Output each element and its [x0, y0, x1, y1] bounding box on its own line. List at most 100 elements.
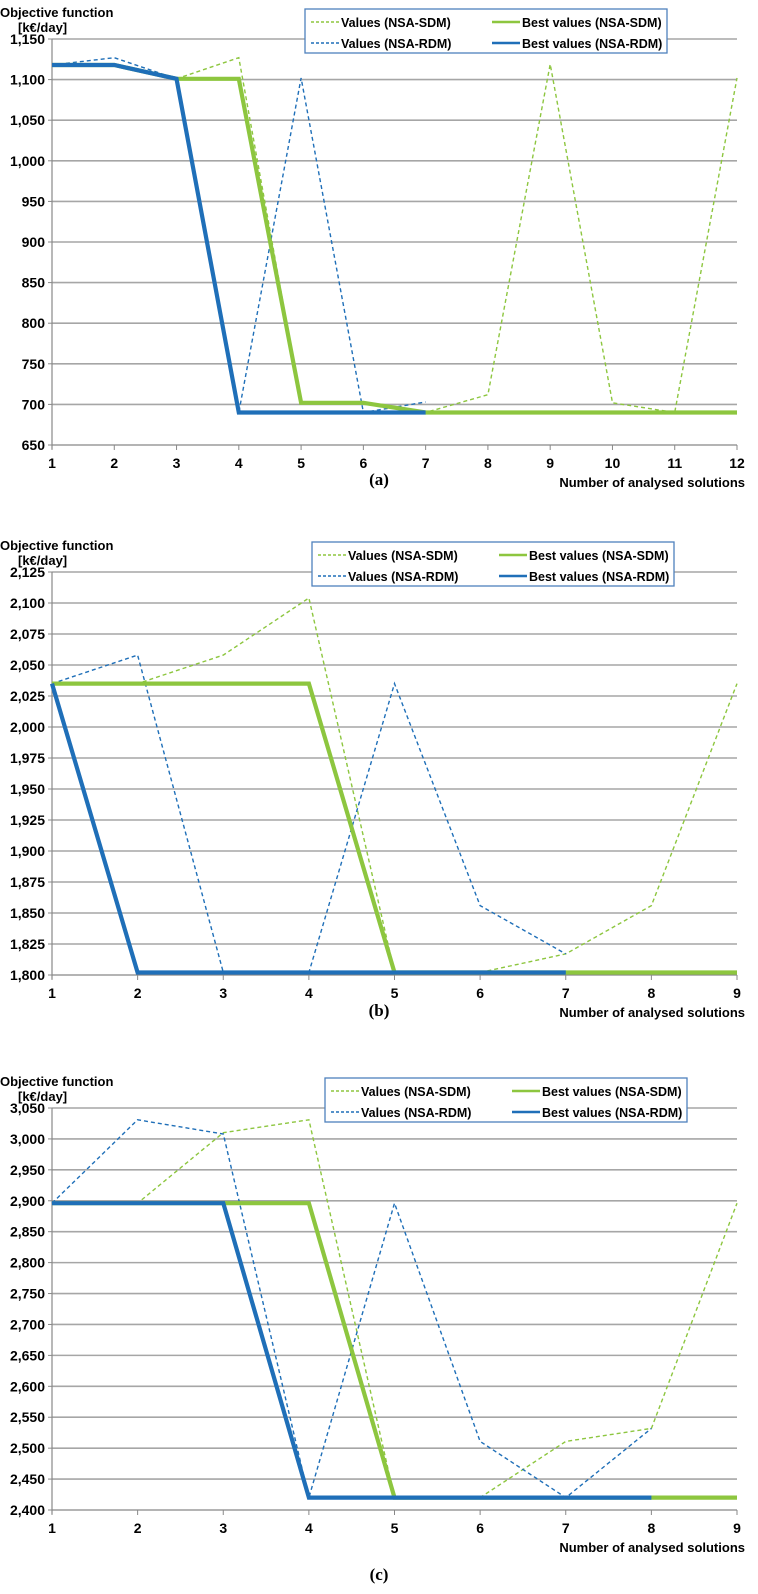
y-tick-label: 2,125 [10, 564, 45, 580]
y-tick-label: 1,000 [10, 153, 45, 169]
figure-caption: (b) [369, 1001, 390, 1020]
y-tick-label: 1,950 [10, 781, 45, 797]
x-axis-label: Number of analysed solutions [559, 1005, 745, 1020]
y-tick-label: 2,600 [10, 1378, 45, 1394]
x-tick-label: 3 [173, 455, 181, 471]
series-line-best_rdm [52, 1201, 652, 1500]
y-tick-label: 2,075 [10, 626, 45, 642]
y-tick-label: 1,850 [10, 905, 45, 921]
x-tick-label: 11 [667, 455, 682, 471]
x-tick-label: 6 [476, 1520, 484, 1536]
legend-label: Best values (NSA-RDM) [529, 570, 669, 584]
legend-label: Values (NSA-SDM) [341, 16, 451, 30]
legend-label: Values (NSA-SDM) [348, 549, 458, 563]
y-tick-label: 2,025 [10, 688, 45, 704]
y-tick-label: 650 [22, 437, 46, 453]
figure-caption: (c) [370, 1565, 389, 1584]
y-axis-unit: [k€/day] [18, 20, 67, 35]
chart-panel-b: Objective function [k€/day] 1,800 1,825 1,85… [0, 520, 758, 1040]
x-tick-label: 7 [422, 455, 430, 471]
series-line-values_rdm [51, 1119, 652, 1501]
chart-panel-c: Objective function [k€/day] 2,400 2,450 2,50… [0, 1050, 758, 1589]
y-tick-label: 2,100 [10, 595, 45, 611]
line-chart-c: Objective function[k€/day] 2,400 2,450 2,50… [0, 1074, 745, 1584]
y-axis-label: Objective function [0, 5, 113, 20]
y-tick-label: 1,900 [10, 843, 45, 859]
y-tick-label: 1,825 [10, 936, 45, 952]
x-tick-label: 5 [391, 985, 399, 1001]
series-line-values_rdm [51, 56, 426, 414]
y-tick-label: 1,875 [10, 874, 45, 890]
x-tick-label: 9 [733, 985, 741, 1001]
legend-label: Best values (NSA-SDM) [522, 16, 662, 30]
y-tick-label: 750 [22, 356, 46, 372]
legend-label: Values (NSA-RDM) [348, 570, 458, 584]
x-tick-label: 6 [476, 985, 484, 1001]
y-tick-label: 700 [22, 396, 46, 412]
legend-label: Best values (NSA-RDM) [522, 37, 662, 51]
y-tick-label: 2,700 [10, 1316, 45, 1332]
x-tick-label: 2 [134, 985, 142, 1001]
y-tick-label: 1,150 [10, 31, 45, 47]
y-tick-label: 2,500 [10, 1440, 45, 1456]
x-tick-label: 4 [235, 455, 243, 471]
x-tick-label: 7 [562, 1520, 570, 1536]
y-tick-label: 850 [22, 275, 46, 291]
x-tick-label: 7 [562, 985, 570, 1001]
series-line-best_rdm [52, 62, 426, 415]
legend-label: Values (NSA-RDM) [341, 37, 451, 51]
x-tick-label: 8 [647, 1520, 655, 1536]
x-axis-label: Number of analysed solutions [559, 475, 745, 490]
x-tick-label: 1 [48, 985, 56, 1001]
legend-label: Best values (NSA-SDM) [529, 549, 669, 563]
x-tick-label: 6 [359, 455, 367, 471]
x-tick-label: 8 [484, 455, 492, 471]
y-tick-label: 900 [22, 234, 46, 250]
series-line-values_rdm [51, 654, 567, 974]
x-tick-label: 8 [647, 985, 655, 1001]
y-axis-unit: [k€/day] [18, 1089, 67, 1104]
series-line-best_rdm [49, 683, 566, 975]
y-tick-label: 2,750 [10, 1286, 45, 1302]
y-tick-label: 2,650 [10, 1347, 45, 1363]
line-chart-a: Objective function[k€/day]65070075080085… [0, 5, 745, 490]
y-axis-label: Objective function [0, 538, 113, 553]
y-axis-unit: [k€/day] [18, 553, 67, 568]
y-tick-label: 2,050 [10, 657, 45, 673]
y-tick-label: 2,800 [10, 1255, 45, 1271]
x-axis-label: Number of analysed solutions [559, 1540, 745, 1555]
legend: Values (NSA-SDM) Best values (NSA-SDM) Val… [311, 541, 675, 587]
figure-caption: (a) [369, 470, 389, 489]
legend-label: Values (NSA-SDM) [361, 1085, 471, 1099]
legend-label: Values (NSA-RDM) [361, 1106, 471, 1120]
y-tick-label: 2,450 [10, 1471, 45, 1487]
x-tick-label: 3 [219, 985, 227, 1001]
y-tick-label: 2,550 [10, 1409, 45, 1425]
series-line-values_sdm [52, 1119, 738, 1499]
line-chart-b: Objective function[k€/day] 1,800 1,825 1,85… [0, 538, 745, 1020]
y-tick-label: 3,000 [10, 1131, 45, 1147]
legend-label: Best values (NSA-RDM) [542, 1106, 682, 1120]
y-tick-label: 1,975 [10, 750, 45, 766]
x-tick-label: 2 [110, 455, 118, 471]
series-line-best_sdm [52, 1201, 737, 1500]
series-line-values_sdm [52, 596, 738, 974]
x-tick-label: 2 [134, 1520, 142, 1536]
legend: Values (NSA-SDM) Best values (NSA-SDM) Val… [304, 8, 668, 54]
y-tick-label: 2,950 [10, 1162, 45, 1178]
chart-panel-a: Objective function [k€/day] 650 700 750 800 85… [0, 0, 758, 505]
y-tick-label: 1,925 [10, 812, 45, 828]
y-tick-label: 1,050 [10, 112, 45, 128]
y-axis-label: Objective function [0, 1074, 113, 1089]
x-tick-label: 5 [391, 1520, 399, 1536]
x-tick-label: 4 [305, 985, 313, 1001]
x-tick-label: 3 [219, 1520, 227, 1536]
legend: Values (NSA-SDM) Best values (NSA-SDM) Val… [324, 1077, 688, 1123]
x-tick-label: 5 [297, 455, 305, 471]
series-line-best_sdm [52, 62, 737, 415]
y-tick-label: 1,800 [10, 967, 45, 983]
series-line-values_sdm [52, 56, 738, 414]
y-tick-label: 2,400 [10, 1502, 45, 1518]
x-tick-label: 1 [48, 1520, 56, 1536]
x-tick-label: 1 [48, 455, 56, 471]
